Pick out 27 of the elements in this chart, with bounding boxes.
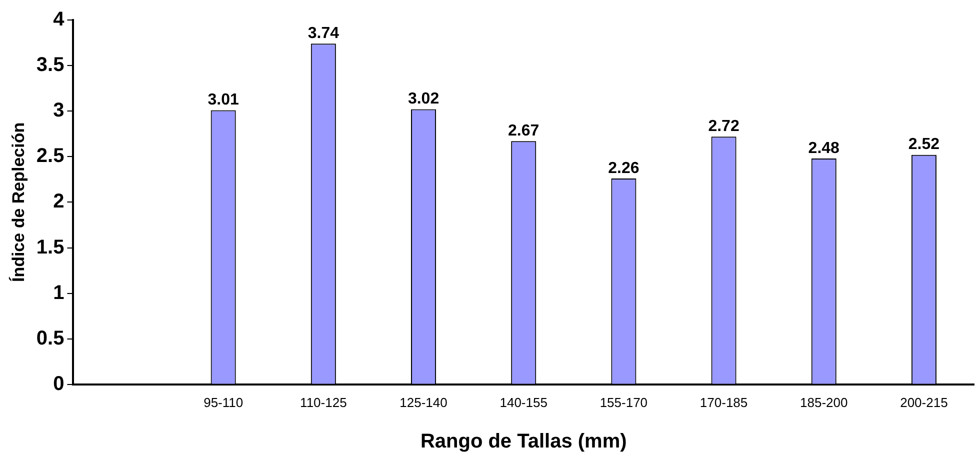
data-label: 2.72	[708, 118, 740, 136]
y-tick-label: 2.5	[36, 145, 64, 168]
x-tick-label: 140-155	[500, 394, 548, 410]
y-tick-label: 2	[53, 190, 64, 213]
x-tick-label: 185-200	[800, 394, 848, 410]
data-label: 2.67	[508, 122, 540, 140]
y-tick-label: 0.5	[36, 327, 64, 350]
y-axis-title: Índice de Repleción	[8, 122, 28, 282]
y-tick-label: 0	[53, 372, 64, 395]
y-tick-label: 3.5	[36, 54, 64, 76]
y-tick-label: 3	[53, 100, 64, 122]
y-tick-label: 4	[53, 8, 66, 31]
data-label: 2.52	[908, 136, 940, 154]
y-tick-label: 1.5	[36, 236, 64, 258]
data-label: 3.74	[308, 25, 340, 42]
x-tick-label: 170-185	[700, 394, 748, 410]
x-tick-label: 200-215	[900, 394, 948, 410]
x-tick-label: 125-140	[400, 394, 448, 410]
data-label: 3.02	[408, 90, 440, 108]
data-label: 3.01	[208, 92, 240, 109]
y-tick-label: 1	[53, 282, 64, 304]
x-axis-title: Rango de Tallas (mm)	[420, 430, 627, 453]
x-tick-label: 155-170	[600, 394, 648, 410]
x-tick-label: 95-110	[204, 394, 244, 410]
data-label: 2.48	[808, 140, 840, 157]
x-tick-label: 110-125	[300, 394, 347, 410]
data-label: 2.26	[608, 160, 640, 177]
